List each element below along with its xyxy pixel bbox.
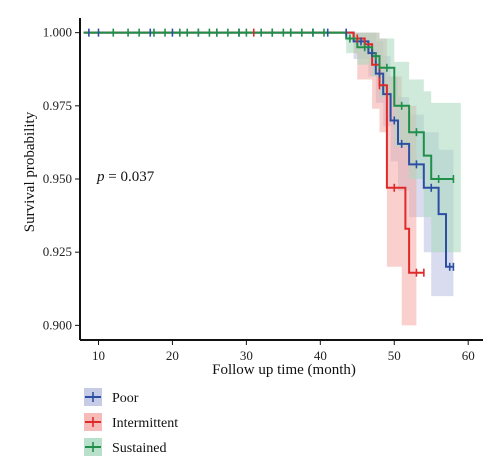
legend: Poor Intermittent Sustained	[84, 388, 178, 456]
x-tick-label: 20	[166, 348, 179, 363]
x-axis-title: Follow up time (month)	[212, 362, 356, 378]
y-axis: 0.900 0.925 0.950 0.975 1.000	[43, 18, 81, 340]
legend-item-intermittent: Intermittent	[84, 413, 178, 431]
p-value-text: = 0.037	[105, 169, 155, 185]
y-tick-label: 0.950	[43, 171, 72, 186]
legend-item-sustained: Sustained	[84, 438, 166, 456]
legend-item-poor: Poor	[84, 388, 139, 406]
p-value-annotation: p = 0.037	[96, 169, 155, 185]
x-tick-label: 40	[314, 348, 327, 363]
y-axis-title: Survival probability	[22, 111, 38, 232]
p-value-symbol: p	[96, 169, 105, 185]
legend-label: Poor	[112, 391, 139, 406]
x-axis: 10 20 30 40 50 60	[80, 339, 483, 363]
x-tick-label: 50	[388, 348, 401, 363]
y-tick-label: 0.925	[43, 244, 72, 259]
x-tick-label: 10	[92, 348, 105, 363]
bands-layer	[83, 32, 461, 326]
x-tick-label: 30	[240, 348, 253, 363]
legend-label: Intermittent	[112, 416, 178, 431]
censor-layer	[88, 28, 455, 277]
y-tick-label: 1.000	[43, 25, 72, 40]
y-tick-label: 0.900	[43, 317, 72, 332]
x-tick-label: 60	[462, 348, 475, 363]
legend-label: Sustained	[112, 441, 166, 456]
y-tick-label: 0.975	[43, 98, 72, 113]
